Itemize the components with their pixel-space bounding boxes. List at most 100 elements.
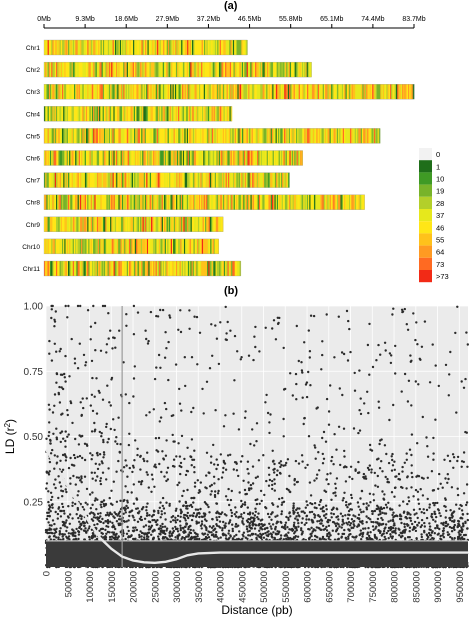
density-bin [218,194,220,210]
density-bin [51,216,53,232]
density-bin [275,84,278,100]
density-bin [254,172,257,188]
data-point [86,529,89,532]
data-point [362,502,365,506]
data-point [132,377,136,380]
density-bin [52,128,54,144]
density-bin [260,84,262,100]
density-bin [125,238,127,254]
density-bin [350,84,352,100]
data-point [353,389,357,392]
data-point [124,393,128,396]
density-bin [337,84,339,100]
data-point [349,508,352,511]
data-point [439,534,442,538]
data-point [88,493,92,496]
data-point [125,504,128,508]
data-point [319,500,322,503]
data-point [161,504,164,508]
density-bin [50,128,52,144]
density-bin [87,216,89,232]
density-bin [106,62,108,78]
density-bin [60,150,63,166]
density-bin [203,194,206,210]
density-bin [244,40,247,55]
density-bin [127,261,130,276]
density-bin [179,128,182,144]
density-bin [96,194,99,210]
data-point [193,466,196,469]
density-bin [339,84,342,100]
density-bin [105,40,107,55]
density-bin [143,194,146,210]
density-bin [78,238,81,254]
density-bin [144,261,147,276]
density-bin [173,40,176,55]
density-bin [162,150,165,166]
data-point [102,456,105,459]
density-bin [136,216,139,232]
density-bin [253,84,255,100]
data-point [442,527,445,530]
density-bin [186,216,189,232]
density-bin [197,128,200,144]
density-bin [194,40,196,55]
density-bin [177,238,180,254]
density-bin [364,128,366,144]
data-point [375,359,378,362]
density-bin [46,128,48,144]
density-bin [69,150,71,166]
data-point [165,527,169,530]
density-bin [186,62,189,78]
density-bin [292,84,295,100]
density-bin [120,261,123,276]
density-bin [142,238,144,254]
density-bin [196,261,198,276]
data-point [364,475,367,478]
data-point [283,534,286,537]
data-point [130,509,134,512]
density-bin [214,194,216,210]
data-point [384,523,388,526]
density-bin [95,150,98,166]
density-bin [275,150,277,166]
data-point [168,502,171,506]
density-bin [228,172,230,188]
data-point [273,478,276,481]
data-point [421,415,424,419]
density-bin [234,150,236,166]
density-bin [88,216,91,232]
density-bin [380,84,382,100]
density-bin [137,261,140,276]
density-bin [276,172,278,188]
density-bin [159,40,162,55]
density-bin [56,128,58,144]
data-point [294,517,297,520]
density-bin [268,194,271,210]
density-bin [78,106,81,122]
data-point [309,384,312,387]
density-bin [193,106,196,122]
density-bin [158,172,160,188]
density-bin [283,128,286,144]
chromosome-outline [43,260,241,277]
density-bin [212,40,214,55]
density-bin [178,128,180,144]
density-bin [118,238,120,254]
data-point [160,513,163,516]
density-bin [249,150,252,166]
density-bin [130,216,133,232]
density-bin [97,150,100,166]
data-point [161,531,164,534]
data-point [414,338,417,342]
data-point [256,498,259,501]
data-point [300,527,303,530]
density-bin [227,62,230,78]
data-point [241,455,244,458]
density-bin [243,172,246,188]
density-bin [171,194,173,210]
density-bin [362,84,364,100]
density-bin [131,84,134,100]
density-bin [219,261,221,276]
density-bin [200,238,203,254]
